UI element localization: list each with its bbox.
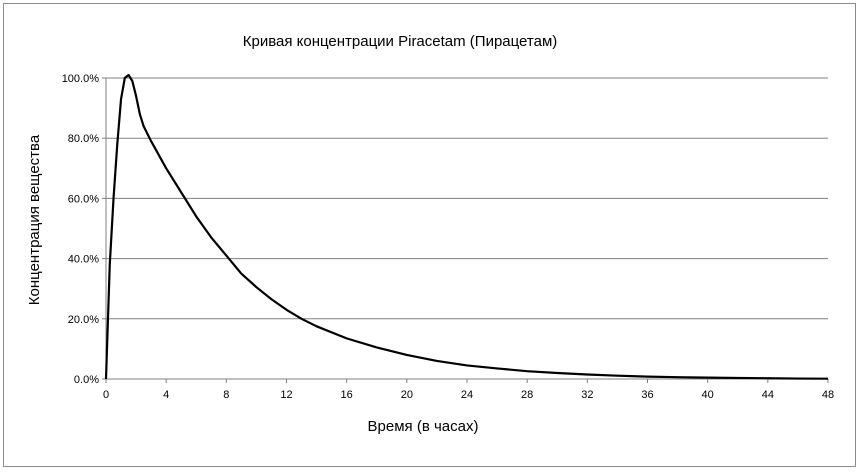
series-group xyxy=(104,73,829,380)
gridlines xyxy=(106,77,828,320)
x-tick-label: 32 xyxy=(581,389,593,401)
x-tick-label: 12 xyxy=(280,389,292,401)
x-axis-label: Время (в часах) xyxy=(368,418,479,435)
x-tick-label: 20 xyxy=(401,389,413,401)
x-tick-label: 44 xyxy=(762,389,774,401)
y-tick-label: 40.0% xyxy=(68,254,99,266)
axes xyxy=(102,77,829,383)
x-tick-label: 0 xyxy=(103,389,109,401)
x-tick-label: 28 xyxy=(521,389,533,401)
x-tick-label: 16 xyxy=(341,389,353,401)
series-line xyxy=(104,73,829,380)
y-axis-label: Концентрация вещества xyxy=(26,134,43,305)
y-tick-label: 0.0% xyxy=(74,374,99,386)
y-tick-label: 80.0% xyxy=(68,133,99,145)
x-tick-label: 48 xyxy=(822,389,834,401)
x-tick-label: 4 xyxy=(163,389,169,401)
y-tick-label: 60.0% xyxy=(68,193,99,205)
y-tick-labels: 0.0% 20.0% 40.0% 60.0% 80.0% 100.0% xyxy=(62,73,100,386)
x-tick-labels: 0 4 8 12 16 20 24 28 32 36 40 44 48 xyxy=(103,389,834,401)
chart-title: Кривая концентрации Piracetam (Пирацетам… xyxy=(243,33,558,50)
x-tick-label: 40 xyxy=(702,389,714,401)
y-tick-label: 100.0% xyxy=(62,73,100,85)
x-tick-label: 8 xyxy=(223,389,229,401)
y-tick-label: 20.0% xyxy=(68,314,99,326)
chart-frame xyxy=(3,3,856,467)
x-tick-label: 24 xyxy=(461,389,473,401)
x-tick-label: 36 xyxy=(641,389,653,401)
